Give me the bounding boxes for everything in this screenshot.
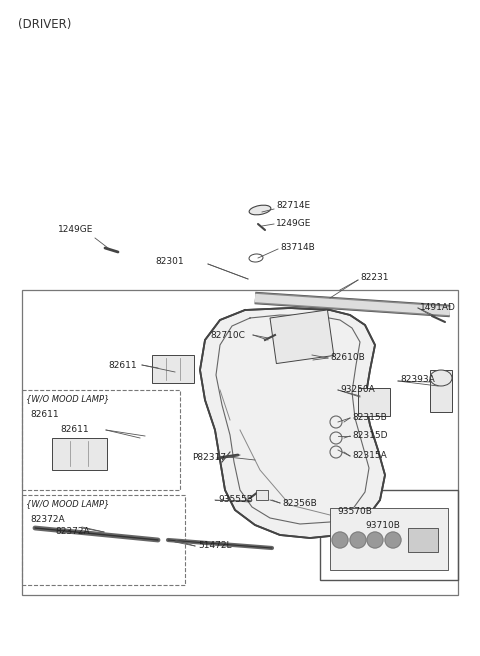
Text: 93710B: 93710B [365, 522, 400, 531]
Text: 93570B: 93570B [337, 506, 372, 516]
Text: 82315B: 82315B [352, 413, 387, 422]
Bar [320, 490, 458, 580]
Bar [256, 490, 268, 500]
Circle shape [350, 532, 366, 548]
Text: 1491AD: 1491AD [420, 304, 456, 312]
Text: a: a [330, 497, 336, 506]
Bar [330, 508, 448, 570]
Text: 82356B: 82356B [282, 499, 317, 508]
Text: 82372A: 82372A [55, 527, 90, 537]
Text: 83714B: 83714B [280, 243, 315, 253]
Bar [408, 528, 438, 552]
Text: {W/O MOOD LAMP}: {W/O MOOD LAMP} [26, 499, 109, 508]
Circle shape [385, 532, 401, 548]
Text: 82372A: 82372A [30, 515, 65, 524]
Bar [22, 390, 180, 490]
Ellipse shape [249, 205, 271, 215]
Polygon shape [200, 308, 385, 538]
Bar [270, 310, 334, 363]
Text: 93250A: 93250A [340, 386, 375, 394]
Circle shape [332, 532, 348, 548]
Circle shape [367, 532, 383, 548]
Text: 82393A: 82393A [400, 375, 435, 384]
Text: 82611: 82611 [60, 426, 89, 434]
Text: P82317: P82317 [192, 453, 226, 462]
Bar [52, 438, 107, 470]
Text: 82315A: 82315A [352, 451, 387, 461]
Text: 82714E: 82714E [276, 201, 310, 211]
Text: 51472L: 51472L [198, 541, 231, 550]
Text: 82611: 82611 [108, 361, 137, 369]
Bar [152, 355, 194, 383]
Bar [22, 495, 185, 585]
Bar [22, 290, 458, 595]
Text: {W/O MOOD LAMP}: {W/O MOOD LAMP} [26, 394, 109, 403]
Text: 82610B: 82610B [330, 352, 365, 361]
Bar [430, 370, 452, 412]
Text: 82611: 82611 [30, 410, 59, 419]
Text: 82315D: 82315D [352, 432, 387, 440]
Text: 1249GE: 1249GE [276, 218, 312, 228]
Text: 82301: 82301 [155, 258, 184, 266]
Text: 1249GE: 1249GE [58, 226, 94, 234]
Text: 82231: 82231 [360, 274, 388, 283]
Text: 93555B: 93555B [218, 495, 253, 504]
Text: a: a [312, 331, 318, 340]
Text: (DRIVER): (DRIVER) [18, 18, 72, 31]
Text: 82710C: 82710C [210, 331, 245, 340]
Ellipse shape [430, 370, 452, 386]
Bar [358, 388, 390, 416]
